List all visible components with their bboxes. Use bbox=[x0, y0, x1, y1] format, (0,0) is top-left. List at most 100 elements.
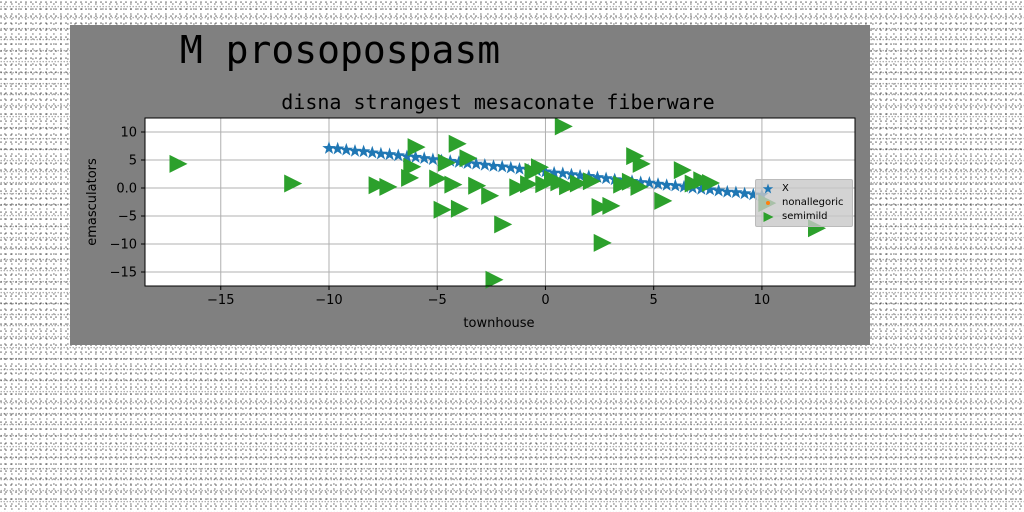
semimild-triangle-point bbox=[569, 174, 588, 193]
x-star-point bbox=[720, 184, 734, 198]
semimild-triangle-point bbox=[433, 200, 452, 219]
x-star-point bbox=[426, 152, 440, 166]
x-star-point bbox=[746, 187, 760, 201]
x-star-point bbox=[556, 166, 570, 180]
x-star-point bbox=[634, 175, 648, 189]
y-tick-label: −10 bbox=[110, 238, 137, 253]
semimild-triangle-point bbox=[602, 196, 621, 215]
semimild-triangle-point bbox=[559, 177, 578, 196]
y-axis-label: emasculators bbox=[85, 158, 100, 246]
x-star-point bbox=[677, 179, 691, 193]
triangle-right-marker-icon bbox=[763, 212, 774, 222]
semimild-triangle-point bbox=[654, 191, 673, 210]
plot-svg: −15 −10 −5 0 5 10 10 5 0.0 −5 −10 −15 townhouse ema… bbox=[85, 117, 856, 331]
semimild-triangle-point bbox=[485, 270, 504, 289]
semimild-triangle-point bbox=[379, 177, 398, 196]
x-star-point bbox=[703, 182, 717, 196]
semimild-triangle-point bbox=[632, 154, 651, 173]
x-star-point bbox=[564, 167, 579, 181]
x-star-point bbox=[590, 170, 605, 183]
figure-suptitle: M prosopospasm bbox=[179, 28, 501, 72]
semimild-triangle-point bbox=[630, 177, 649, 196]
semimild-triangle-point bbox=[450, 199, 469, 218]
x-star-point bbox=[348, 144, 362, 157]
semimild-triangle-point bbox=[459, 149, 478, 168]
x-star-point bbox=[599, 171, 613, 185]
x-star-point bbox=[357, 144, 371, 158]
x-star-point bbox=[382, 147, 397, 161]
semimild-triangle-point bbox=[626, 147, 645, 166]
semimild-triangle-point bbox=[673, 161, 692, 180]
semimild-triangle-point bbox=[437, 153, 456, 172]
x-star-point bbox=[469, 156, 483, 170]
legend-entry-semimild: semimild bbox=[762, 210, 828, 224]
axes-title: disna strangest mesaconate fiberware bbox=[281, 90, 715, 114]
y-tick-label: 0.0 bbox=[116, 182, 137, 197]
semimild-triangle-point bbox=[448, 134, 467, 153]
semimild-triangle-point bbox=[444, 175, 463, 194]
semimild-triangle-point bbox=[401, 168, 420, 187]
x-star-point bbox=[365, 145, 379, 159]
x-star-point bbox=[729, 185, 743, 199]
x-axis-label: townhouse bbox=[463, 316, 534, 331]
x-tick-label: −15 bbox=[207, 293, 234, 308]
x-star-point bbox=[374, 146, 388, 160]
legend-label-nonallegoric: nonallegoric bbox=[782, 197, 844, 208]
x-star-point bbox=[478, 158, 492, 171]
semimild-triangle-point bbox=[403, 157, 422, 176]
x-star-point bbox=[400, 149, 414, 163]
x-star-point bbox=[737, 186, 752, 200]
x-star-point bbox=[452, 155, 466, 168]
semimild-triangle-point bbox=[582, 172, 601, 191]
semimild-triangle-point bbox=[531, 158, 549, 177]
plot-area bbox=[145, 118, 855, 286]
legend-entry-nonallegoric: nonallegoric bbox=[762, 196, 843, 210]
semimild-triangle-point bbox=[407, 138, 426, 157]
tick-layer: −15 −10 −5 0 5 10 10 5 0.0 −5 −10 −15 bbox=[110, 126, 771, 309]
x-star-point bbox=[712, 183, 726, 197]
semimild-triangle-point bbox=[591, 198, 610, 216]
legend-label-semimild: semimild bbox=[782, 211, 828, 222]
x-star-point bbox=[547, 165, 561, 179]
dot-marker-icon bbox=[766, 201, 770, 205]
legend-entry-x: X bbox=[762, 182, 789, 196]
semimild-triangle-point bbox=[481, 186, 500, 205]
x-star-point bbox=[339, 142, 353, 156]
figure-background: −15 −10 −5 0 5 10 10 5 0.0 −5 −10 −15 townhouse ema… bbox=[70, 25, 870, 345]
x-star-point bbox=[660, 178, 674, 191]
x-tick-label: 10 bbox=[754, 293, 771, 308]
semimild-triangle-point bbox=[702, 174, 720, 192]
x-tick-label: −10 bbox=[315, 293, 342, 308]
x-star-point bbox=[573, 168, 587, 182]
y-tick-label: −15 bbox=[110, 266, 137, 281]
x-star-point bbox=[668, 178, 682, 192]
y-tick-label: 10 bbox=[120, 126, 137, 141]
semimild-triangle-point bbox=[429, 169, 448, 188]
x-star-point bbox=[391, 148, 405, 162]
semimild-triangle-point bbox=[284, 174, 303, 193]
y-tick-label: −5 bbox=[118, 210, 137, 225]
x-tick-label: 0 bbox=[541, 293, 549, 308]
legend-label-x: X bbox=[782, 183, 789, 194]
semimild-triangle-point bbox=[368, 176, 387, 195]
y-tick-label: 5 bbox=[129, 154, 137, 169]
x-star-point bbox=[331, 141, 345, 155]
legend: X nonallegoric semimild bbox=[755, 179, 853, 227]
x-tick-label: −5 bbox=[428, 293, 447, 308]
semimild-triangle-point bbox=[509, 178, 528, 197]
plot-frame bbox=[144, 117, 856, 287]
semimild-triangle-point bbox=[494, 215, 513, 234]
semimild-triangle-point bbox=[169, 154, 188, 173]
x-star-point bbox=[642, 176, 656, 189]
x-star-point bbox=[694, 182, 708, 195]
x-star-point bbox=[417, 151, 431, 164]
semimild-triangle-point bbox=[468, 176, 487, 195]
star-marker-icon bbox=[762, 183, 774, 194]
series-layer bbox=[169, 117, 826, 289]
x-star-point bbox=[512, 162, 527, 175]
x-star-point bbox=[486, 159, 501, 172]
x-star-point bbox=[495, 159, 509, 173]
semimild-triangle-point bbox=[554, 117, 573, 136]
x-tick-label: 5 bbox=[650, 293, 658, 308]
x-star-point bbox=[322, 141, 336, 154]
